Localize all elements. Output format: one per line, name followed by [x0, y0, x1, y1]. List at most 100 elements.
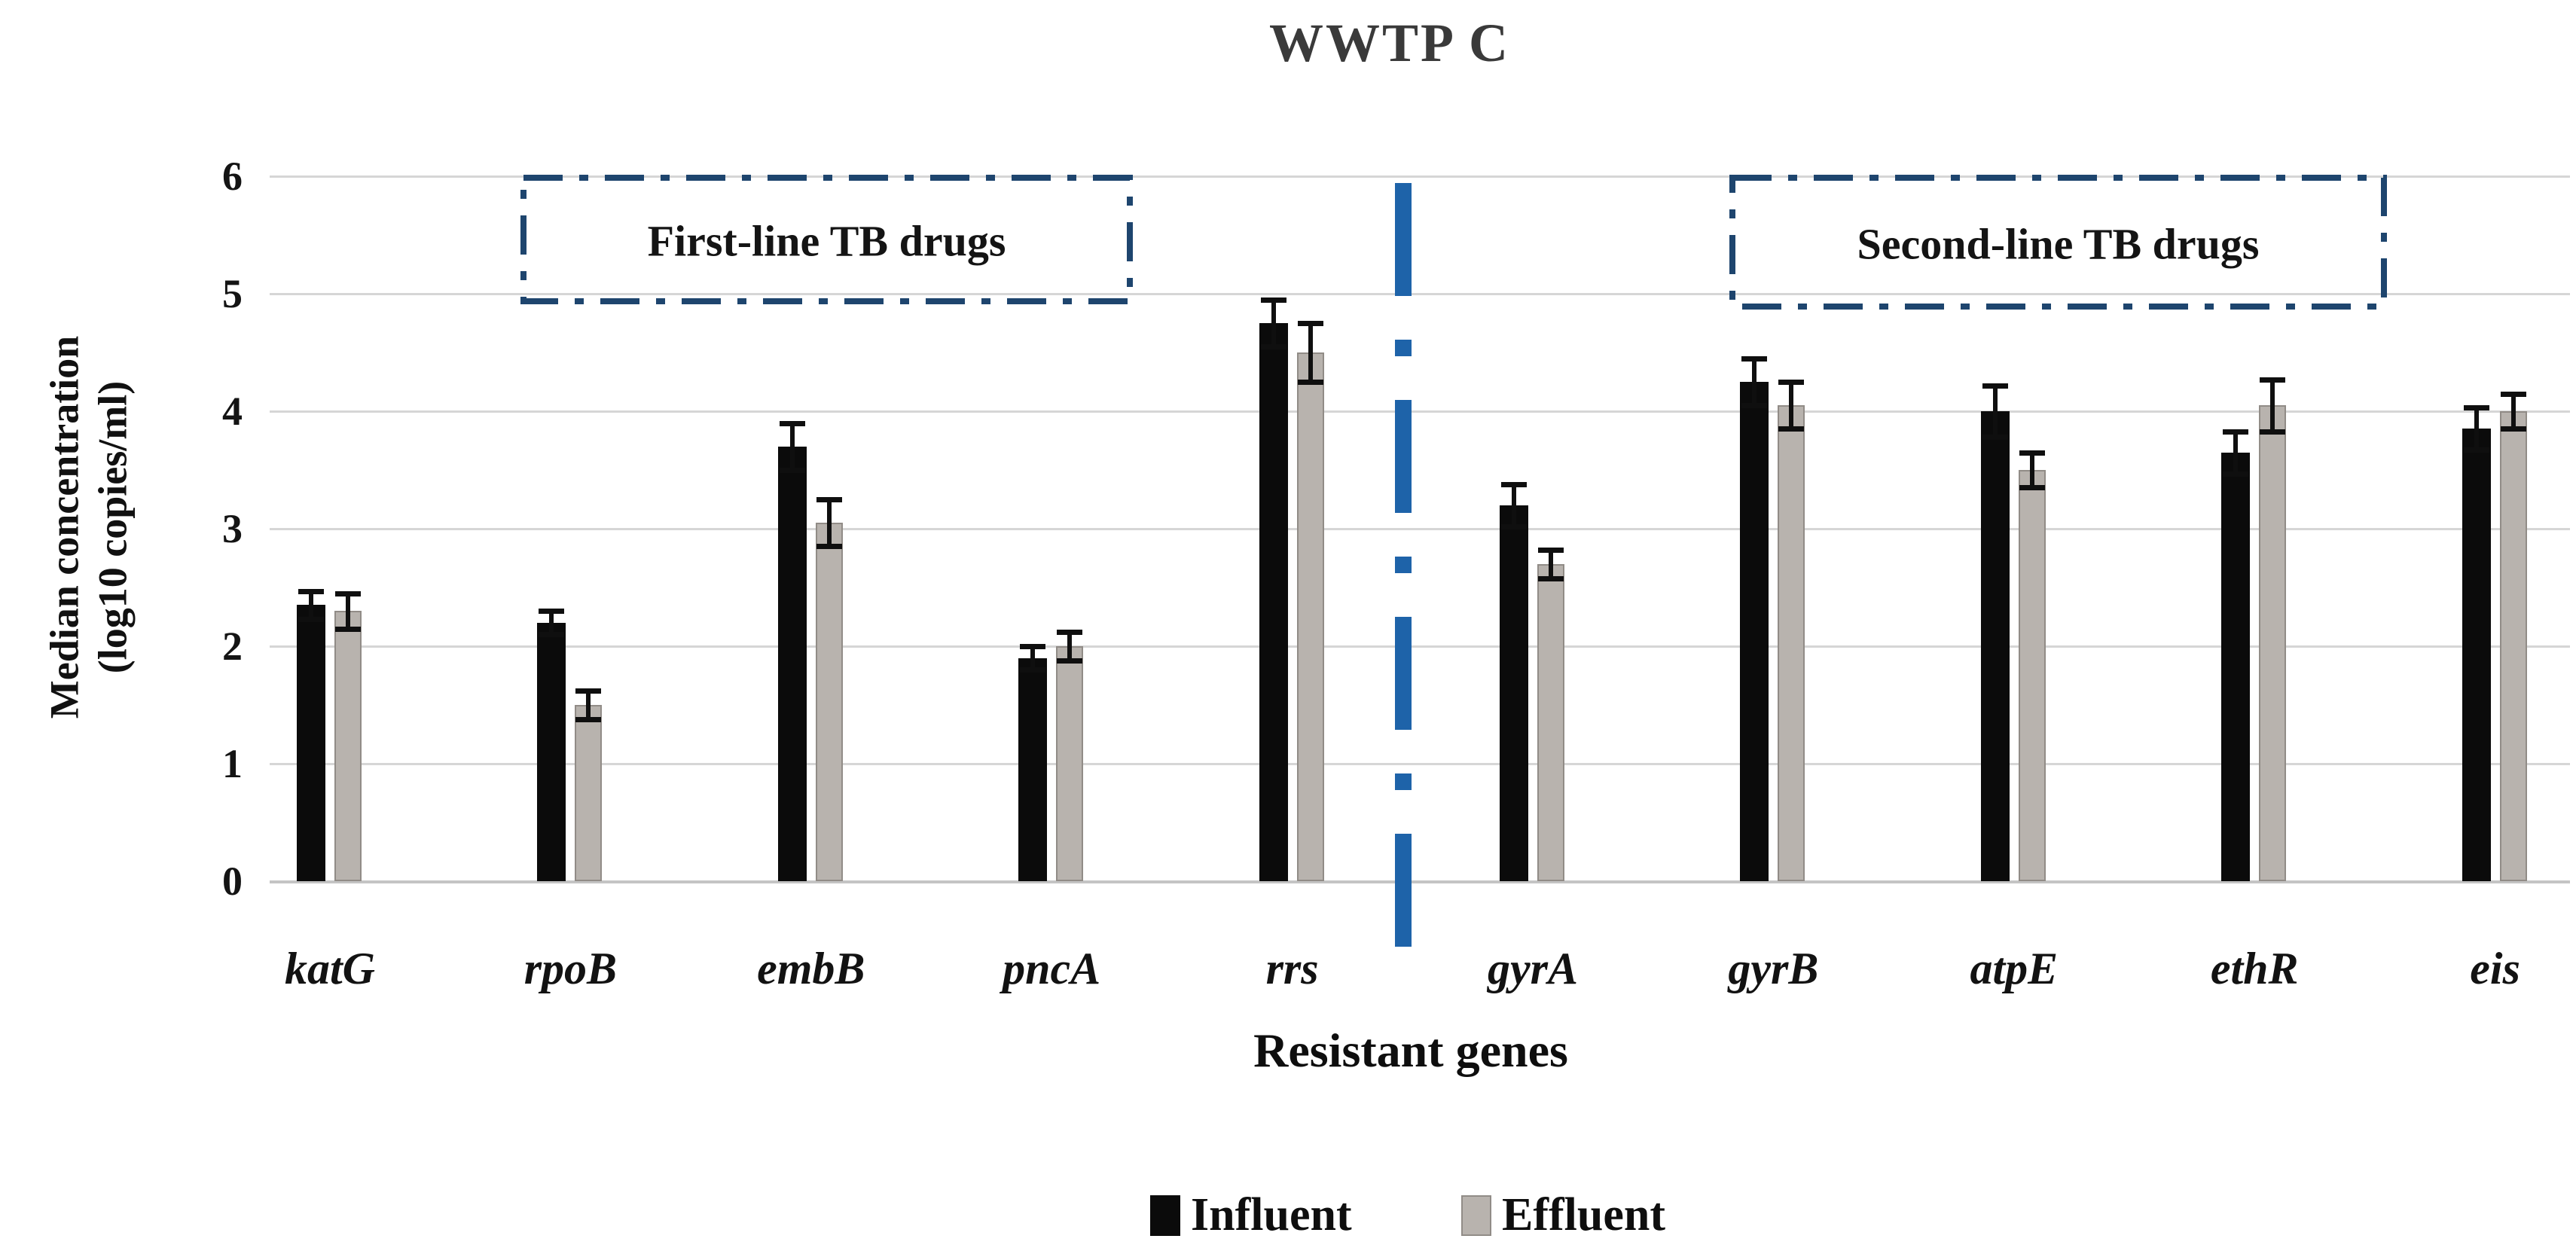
error-bar-effluent-atpE-lower-cap: [2019, 485, 2045, 491]
y-tick-label-5: 5: [222, 271, 243, 316]
error-bar-influent-embB-upper-cap: [779, 420, 805, 426]
error-bar-influent-ethR: [2233, 431, 2239, 474]
bar-effluent-eis: [2499, 411, 2527, 881]
legend-item-effluent: Effluent: [1461, 1188, 1665, 1242]
error-bar-influent-ethR-lower-cap: [2223, 471, 2249, 477]
error-bar-influent-atpE-upper-cap: [1982, 383, 2008, 389]
y-tick-label-4: 4: [222, 389, 243, 434]
gridline-y-5: [270, 293, 2570, 295]
error-bar-effluent-gyrA-lower-cap: [1538, 575, 1564, 581]
error-bar-effluent-embB-upper-cap: [816, 497, 842, 502]
error-bar-effluent-katG-lower-cap: [335, 626, 361, 632]
error-bar-effluent-gyrA-upper-cap: [1538, 548, 1564, 554]
effluent-swatch: [1461, 1195, 1491, 1236]
legend-label-influent: Influent: [1191, 1189, 1352, 1240]
y-tick-label-6: 6: [222, 154, 243, 199]
error-bar-influent-eis: [2474, 407, 2479, 450]
bar-influent-pncA: [1018, 658, 1048, 881]
x-tick-label-rpoB: rpoB: [523, 944, 618, 993]
y-tick-label-2: 2: [222, 624, 243, 669]
error-bar-effluent-atpE-upper-cap: [2019, 450, 2045, 456]
error-bar-effluent-gyrB-upper-cap: [1778, 380, 1805, 385]
error-bar-influent-rrs: [1271, 299, 1276, 347]
error-bar-effluent-eis-upper-cap: [2500, 391, 2526, 397]
error-bar-effluent-pncA-upper-cap: [1057, 630, 1083, 636]
error-bar-influent-gyrB-lower-cap: [1741, 403, 1768, 409]
gridline-y-2: [270, 645, 2570, 648]
error-bar-effluent-rpoB: [586, 691, 591, 719]
error-bar-influent-pncA-upper-cap: [1020, 644, 1046, 649]
error-bar-effluent-rpoB-upper-cap: [575, 688, 602, 694]
error-bar-effluent-gyrB: [1789, 382, 1794, 429]
error-bar-effluent-rrs-lower-cap: [1297, 380, 1323, 385]
error-bar-effluent-ethR: [2270, 379, 2275, 432]
gridline-y-1: [270, 763, 2570, 765]
bar-effluent-pncA: [1056, 646, 1084, 881]
influent-swatch: [1150, 1195, 1180, 1236]
error-bar-effluent-pncA-lower-cap: [1057, 658, 1083, 664]
error-bar-influent-gyrB: [1752, 358, 1757, 406]
error-bar-effluent-embB: [826, 499, 832, 547]
bar-effluent-embB: [815, 523, 843, 881]
bar-influent-gyrB: [1740, 382, 1769, 881]
y-tick-label-0: 0: [222, 859, 243, 904]
x-tick-label-rrs: rrs: [1265, 944, 1319, 993]
bar-effluent-ethR: [2259, 405, 2287, 881]
error-bar-influent-gyrB-upper-cap: [1741, 355, 1768, 362]
bar-effluent-rpoB: [575, 705, 603, 881]
error-bar-effluent-eis-lower-cap: [2500, 426, 2526, 432]
error-bar-influent-rpoB: [549, 611, 554, 635]
error-bar-effluent-ethR-lower-cap: [2260, 429, 2286, 435]
error-bar-influent-gyrA-lower-cap: [1501, 523, 1527, 529]
error-bar-influent-rrs-upper-cap: [1260, 297, 1286, 303]
error-bar-influent-embB: [789, 423, 795, 470]
error-bar-effluent-katG-upper-cap: [335, 590, 361, 596]
legend-label-effluent: Effluent: [1502, 1189, 1665, 1240]
error-bar-influent-atpE-lower-cap: [1982, 435, 2008, 441]
error-bar-influent-ethR-upper-cap: [2223, 429, 2249, 435]
error-bar-influent-katG: [309, 590, 313, 620]
error-bar-influent-katG-upper-cap: [298, 588, 324, 594]
error-bar-effluent-katG: [346, 593, 350, 629]
chart-title: WWTP C: [1268, 13, 1511, 73]
bar-influent-rrs: [1259, 323, 1288, 881]
bar-effluent-gyrB: [1778, 405, 1805, 881]
x-tick-label-gyrB: gyrB: [1728, 944, 1819, 993]
bar-influent-ethR: [2221, 452, 2251, 881]
bar-effluent-atpE: [2018, 470, 2046, 881]
bar-influent-rpoB: [537, 622, 566, 881]
y-tick-label-1: 1: [222, 741, 243, 786]
error-bar-influent-rpoB-upper-cap: [539, 609, 565, 615]
error-bar-effluent-pncA: [1067, 632, 1073, 661]
error-bar-effluent-eis: [2510, 393, 2516, 429]
x-tick-label-katG: katG: [285, 944, 375, 993]
gridline-y-4: [270, 410, 2570, 413]
legend-item-influent: Influent: [1150, 1188, 1352, 1242]
bar-influent-gyrA: [1500, 505, 1528, 881]
error-bar-influent-rrs-lower-cap: [1260, 344, 1286, 350]
error-bar-effluent-embB-lower-cap: [816, 544, 842, 550]
second-line-drugs-box-label: Second-line TB drugs: [1857, 219, 2260, 268]
error-bar-influent-rpoB-lower-cap: [539, 632, 565, 638]
bar-effluent-rrs: [1296, 352, 1324, 881]
x-tick-label-atpE: atpE: [1970, 944, 2059, 993]
x-tick-label-ethR: ethR: [2210, 944, 2299, 993]
error-bar-influent-gyrA: [1512, 484, 1516, 526]
error-bar-effluent-gyrB-lower-cap: [1778, 426, 1805, 432]
error-bar-influent-pncA-lower-cap: [1020, 667, 1046, 673]
error-bar-effluent-ethR-upper-cap: [2260, 377, 2286, 383]
bar-influent-eis: [2462, 429, 2491, 881]
x-tick-label-eis: eis: [2470, 944, 2520, 993]
error-bar-effluent-gyrA: [1549, 550, 1553, 578]
gridline-y-6: [270, 175, 2570, 178]
error-bar-influent-embB-lower-cap: [779, 468, 805, 473]
x-tick-label-pncA: pncA: [1003, 944, 1101, 993]
error-bar-influent-pncA: [1030, 646, 1036, 670]
bar-influent-atpE: [1980, 411, 2010, 881]
bar-effluent-katG: [334, 611, 362, 881]
gridline-y-0: [270, 880, 2570, 883]
error-bar-influent-gyrA-upper-cap: [1501, 481, 1527, 487]
error-bar-effluent-atpE: [2029, 452, 2034, 488]
